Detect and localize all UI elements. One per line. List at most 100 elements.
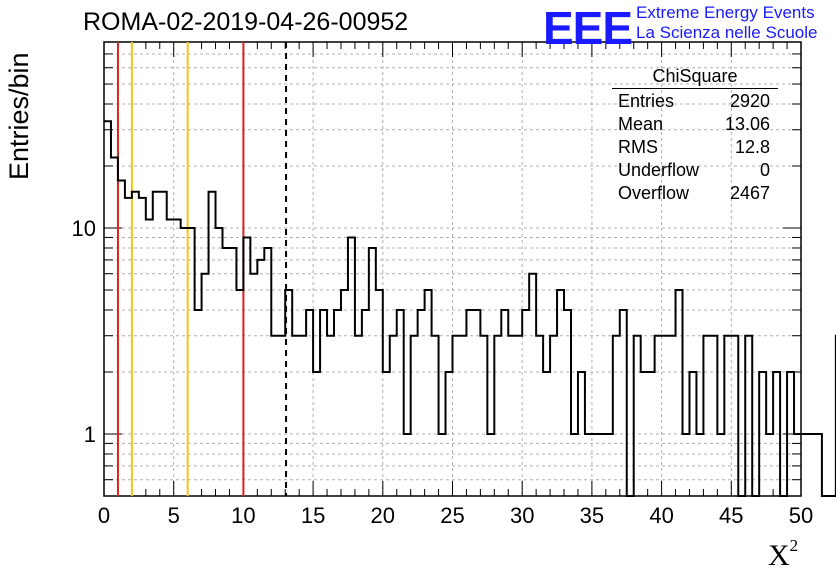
histogram-bin	[578, 372, 585, 496]
histogram-bin	[341, 290, 348, 496]
histogram-bin	[313, 372, 320, 496]
histogram-bin	[571, 434, 578, 496]
histogram-bin	[306, 310, 313, 496]
histogram-bin	[320, 310, 327, 496]
stats-box: ChiSquare Entries 2920 Mean 13.06 RMS 12…	[612, 66, 778, 205]
histogram-bin	[181, 228, 188, 496]
histogram-bin	[139, 198, 146, 496]
histogram-bin	[717, 434, 724, 496]
histogram-bin	[383, 372, 390, 496]
histogram-bin	[160, 192, 167, 496]
stats-title: ChiSquare	[612, 66, 778, 89]
logo-line-2: La Scienza nelle Scuole	[636, 23, 817, 43]
histogram-bin	[801, 434, 808, 496]
histogram-bin	[550, 336, 557, 496]
histogram-bin	[432, 336, 439, 496]
y-tick-label: 10	[72, 216, 96, 241]
histogram-bin	[613, 336, 620, 496]
histogram-bin	[683, 434, 690, 496]
histogram-bin	[285, 290, 292, 496]
histogram-bin	[815, 434, 822, 496]
histogram-bin	[118, 181, 125, 496]
x-axis-label: X2	[768, 536, 798, 573]
histogram-bin	[390, 336, 397, 496]
histogram-bin	[278, 336, 285, 496]
histogram-bin	[787, 372, 794, 496]
histogram-bin	[404, 434, 411, 496]
stats-value: 13.06	[725, 113, 770, 136]
histogram-bin	[662, 336, 669, 496]
stats-row-rms: RMS 12.8	[612, 136, 778, 159]
stats-label: Mean	[618, 113, 663, 136]
histogram-bin	[515, 336, 522, 496]
stats-value: 2467	[730, 182, 770, 205]
histogram-bin	[676, 290, 683, 496]
histogram-bin	[731, 336, 738, 496]
histogram-bin	[655, 336, 662, 496]
histogram-bin	[446, 372, 453, 496]
histogram-bin	[487, 434, 494, 496]
x-tick-label: 5	[168, 503, 180, 528]
histogram-bin	[501, 310, 508, 496]
histogram-bin	[529, 274, 536, 496]
histogram-bin	[648, 372, 655, 496]
x-tick-label: 35	[580, 503, 604, 528]
histogram-bin	[536, 336, 543, 496]
histogram-bin	[167, 219, 174, 496]
histogram-bin	[195, 310, 202, 496]
histogram-bin	[236, 290, 243, 496]
histogram-bin	[745, 336, 752, 496]
histogram-bin	[153, 192, 160, 496]
x-tick-label: 30	[510, 503, 534, 528]
histogram-bin	[376, 290, 383, 496]
histogram-bin	[439, 434, 446, 496]
histogram-bin	[724, 336, 731, 496]
histogram-bin	[334, 310, 341, 496]
histogram-bin	[759, 372, 766, 496]
x-tick-label: 20	[371, 503, 395, 528]
histogram-bin	[703, 336, 710, 496]
histogram-bin	[369, 248, 376, 496]
histogram-bin	[585, 434, 592, 496]
stats-row-mean: Mean 13.06	[612, 113, 778, 136]
x-tick-label: 10	[231, 503, 255, 528]
stats-label: RMS	[618, 136, 658, 159]
histogram-bin	[522, 310, 529, 496]
stats-label: Entries	[618, 90, 674, 113]
histogram-bin	[766, 434, 773, 496]
stats-label: Underflow	[618, 159, 699, 182]
histogram-bin	[174, 219, 181, 496]
histogram-bin	[125, 198, 132, 496]
histogram-bin	[808, 434, 815, 496]
histogram-bin	[271, 336, 278, 496]
histogram-bin	[257, 260, 264, 496]
stats-value: 12.8	[735, 136, 770, 159]
histogram-bin	[132, 192, 139, 496]
histogram-bin	[620, 310, 627, 496]
histogram-bin	[216, 228, 223, 496]
histogram-bin	[411, 336, 418, 496]
histogram-bin	[459, 336, 466, 496]
x-tick-label: 40	[649, 503, 673, 528]
x-tick-label: 50	[789, 503, 813, 528]
histogram-bin	[362, 310, 369, 496]
histogram-bin	[599, 434, 606, 496]
histogram-bin	[710, 336, 717, 496]
histogram-bin	[669, 336, 676, 496]
histogram-bin	[146, 219, 153, 496]
stats-row-overflow: Overflow 2467	[612, 182, 778, 205]
histogram-bin	[557, 290, 564, 496]
histogram-bin	[243, 237, 250, 496]
histogram-bin	[634, 336, 641, 496]
histogram-bin	[250, 274, 257, 496]
logo-line-1: Extreme Energy Events	[636, 3, 815, 23]
histogram-bin	[564, 310, 571, 496]
histogram-bin	[773, 372, 780, 496]
stats-label: Overflow	[618, 182, 689, 205]
histogram-bin	[355, 336, 362, 496]
histogram-bin	[592, 434, 599, 496]
histogram-bin	[229, 248, 236, 496]
x-tick-label: 25	[440, 503, 464, 528]
x-tick-label: 0	[98, 503, 110, 528]
histogram-bin	[466, 310, 473, 496]
